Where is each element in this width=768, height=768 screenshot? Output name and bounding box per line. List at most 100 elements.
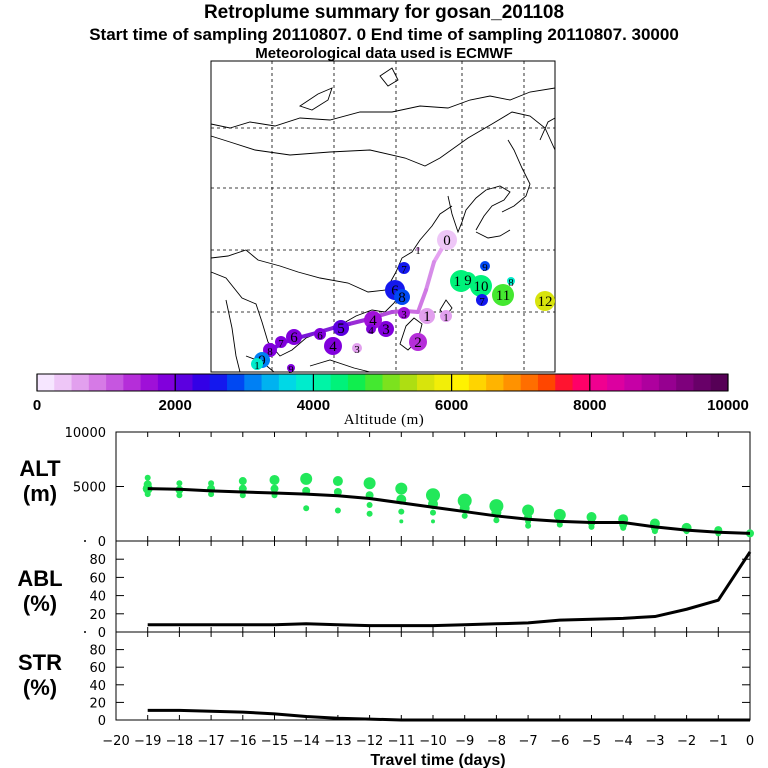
colorbar-swatch (417, 374, 435, 391)
altitude-colorbar: 0 2000 4000 6000 8000 10000 Altitude (m) (33, 373, 749, 428)
plume-dot-1 (440, 310, 452, 322)
plume-dot-label-6: 6 (317, 330, 323, 342)
x-tick-label: −11 (388, 734, 415, 749)
alt-axis-label: ALT (m) (19, 456, 61, 506)
alt-ytick-label: 5000 (73, 481, 106, 496)
x-tick-label: −5 (582, 734, 601, 749)
alt-particle-point (238, 477, 247, 486)
panel-abl: 80 60 40 20 0 (89, 540, 752, 641)
x-tick-label: −15 (261, 734, 288, 749)
panel-alt: 10000 5000 0 (65, 426, 754, 550)
plume-dot-1 (251, 358, 263, 370)
map-coastline (210, 87, 556, 129)
colorbar-tick-label: 2000 (159, 397, 192, 414)
colorbar-swatch (589, 374, 608, 391)
colorbar-swatch (106, 374, 124, 391)
plume-dot-3 (352, 343, 362, 353)
colorbar-swatch (520, 374, 539, 391)
x-tick-label: −20 (102, 734, 129, 749)
panel-corner-mark (84, 540, 86, 542)
alt-particle-point (461, 512, 468, 519)
x-tick-label: −4 (614, 734, 633, 749)
plume-dot-5 (333, 320, 349, 336)
plume-dot-1 (419, 308, 435, 324)
colorbar-swatch (123, 374, 142, 391)
plume-dot-4 (366, 324, 376, 334)
alt-particle-point (556, 521, 563, 528)
plume-dot-label-1: 1 (423, 309, 431, 325)
str-ytick-label: 60 (89, 661, 106, 676)
plume-dot-label-3: 3 (382, 322, 390, 338)
alt-particle-point (399, 519, 404, 524)
str-series-line (147, 708, 750, 722)
plume-track-segment (416, 288, 428, 314)
plume-dot-label-4: 4 (368, 325, 374, 337)
plume-dot-label-9: 9 (288, 364, 294, 376)
str-ytick-label: 40 (89, 679, 106, 694)
plume-dot-label-7: 7 (278, 338, 284, 350)
alt-particle-point (588, 523, 595, 530)
plume-dot-4 (364, 311, 382, 329)
plume-dot-9 (287, 364, 295, 372)
alt-particle-point (303, 505, 310, 512)
plume-dot-label-3: 3 (401, 309, 407, 321)
alt-particle-point (269, 474, 280, 485)
colorbar-swatch (313, 374, 332, 391)
colorbar-swatch (503, 374, 522, 391)
x-axis-label: Travel time (days) (370, 752, 505, 768)
map-coastline (475, 229, 511, 239)
colorbar-swatch (192, 374, 211, 391)
alt-particle-point (457, 493, 472, 508)
alt-particle-point (208, 491, 215, 498)
plume-dot-label-10: 10 (474, 279, 489, 295)
x-tick-label: −12 (356, 734, 383, 749)
colorbar-swatch (347, 374, 366, 391)
plume-dot-label-12: 12 (538, 294, 553, 310)
alt-particle-point (366, 510, 373, 517)
abl-ytick-label: 60 (89, 571, 106, 586)
plume-dot-9 (480, 261, 490, 271)
plume-dot-10 (470, 275, 492, 297)
x-tick-label: −18 (166, 734, 193, 749)
colorbar-swatch (382, 374, 401, 391)
alt-particle-point (270, 484, 279, 493)
plume-dot-label-4: 4 (369, 313, 377, 329)
sampling-time-subtitle: Start time of sampling 20110807. 0 End t… (89, 25, 679, 44)
colorbar-tick-label: 8000 (573, 397, 606, 414)
x-tick-label: −13 (324, 734, 351, 749)
colorbar-swatch (330, 374, 349, 391)
colorbar-swatch (607, 374, 625, 391)
meteo-data-subtitle: Meteorological data used is ECMWF (255, 45, 513, 62)
abl-frame (115, 540, 751, 633)
plume-dot-label-6: 6 (290, 330, 298, 346)
alt-particle-point (398, 508, 405, 515)
alt-particle-point (300, 472, 313, 485)
plume-dot-label-0: 0 (443, 233, 451, 249)
plume-dot-8 (394, 289, 410, 305)
map-coastline (309, 359, 371, 373)
alt-particle-point (525, 522, 532, 529)
alt-particle-point (651, 528, 658, 535)
colorbar-swatch (399, 374, 418, 391)
colorbar-swatch (624, 374, 643, 391)
plume-dot-label-9: 9 (482, 262, 488, 274)
x-tick-label: −3 (645, 734, 664, 749)
colorbar-swatch (227, 374, 245, 391)
str-ytick-label: 0 (98, 714, 106, 729)
map-coastline (210, 111, 556, 167)
plume-track-segment (299, 331, 318, 339)
plume-dot-7 (275, 336, 287, 348)
plume-dot-1 (416, 247, 420, 251)
colorbar-swatch (71, 374, 90, 391)
alt-particle-point (239, 492, 246, 499)
colorbar-swatch (175, 374, 193, 391)
colorbar-swatch (140, 374, 159, 391)
colorbar-swatch (296, 374, 314, 391)
abl-series-line (147, 551, 752, 628)
plume-dot-label-2: 2 (414, 335, 422, 351)
plume-dot-label-3: 3 (354, 344, 360, 356)
colorbar-swatch (537, 374, 556, 391)
plume-dot-label-7: 7 (401, 264, 407, 276)
colorbar-swatch (54, 374, 73, 391)
